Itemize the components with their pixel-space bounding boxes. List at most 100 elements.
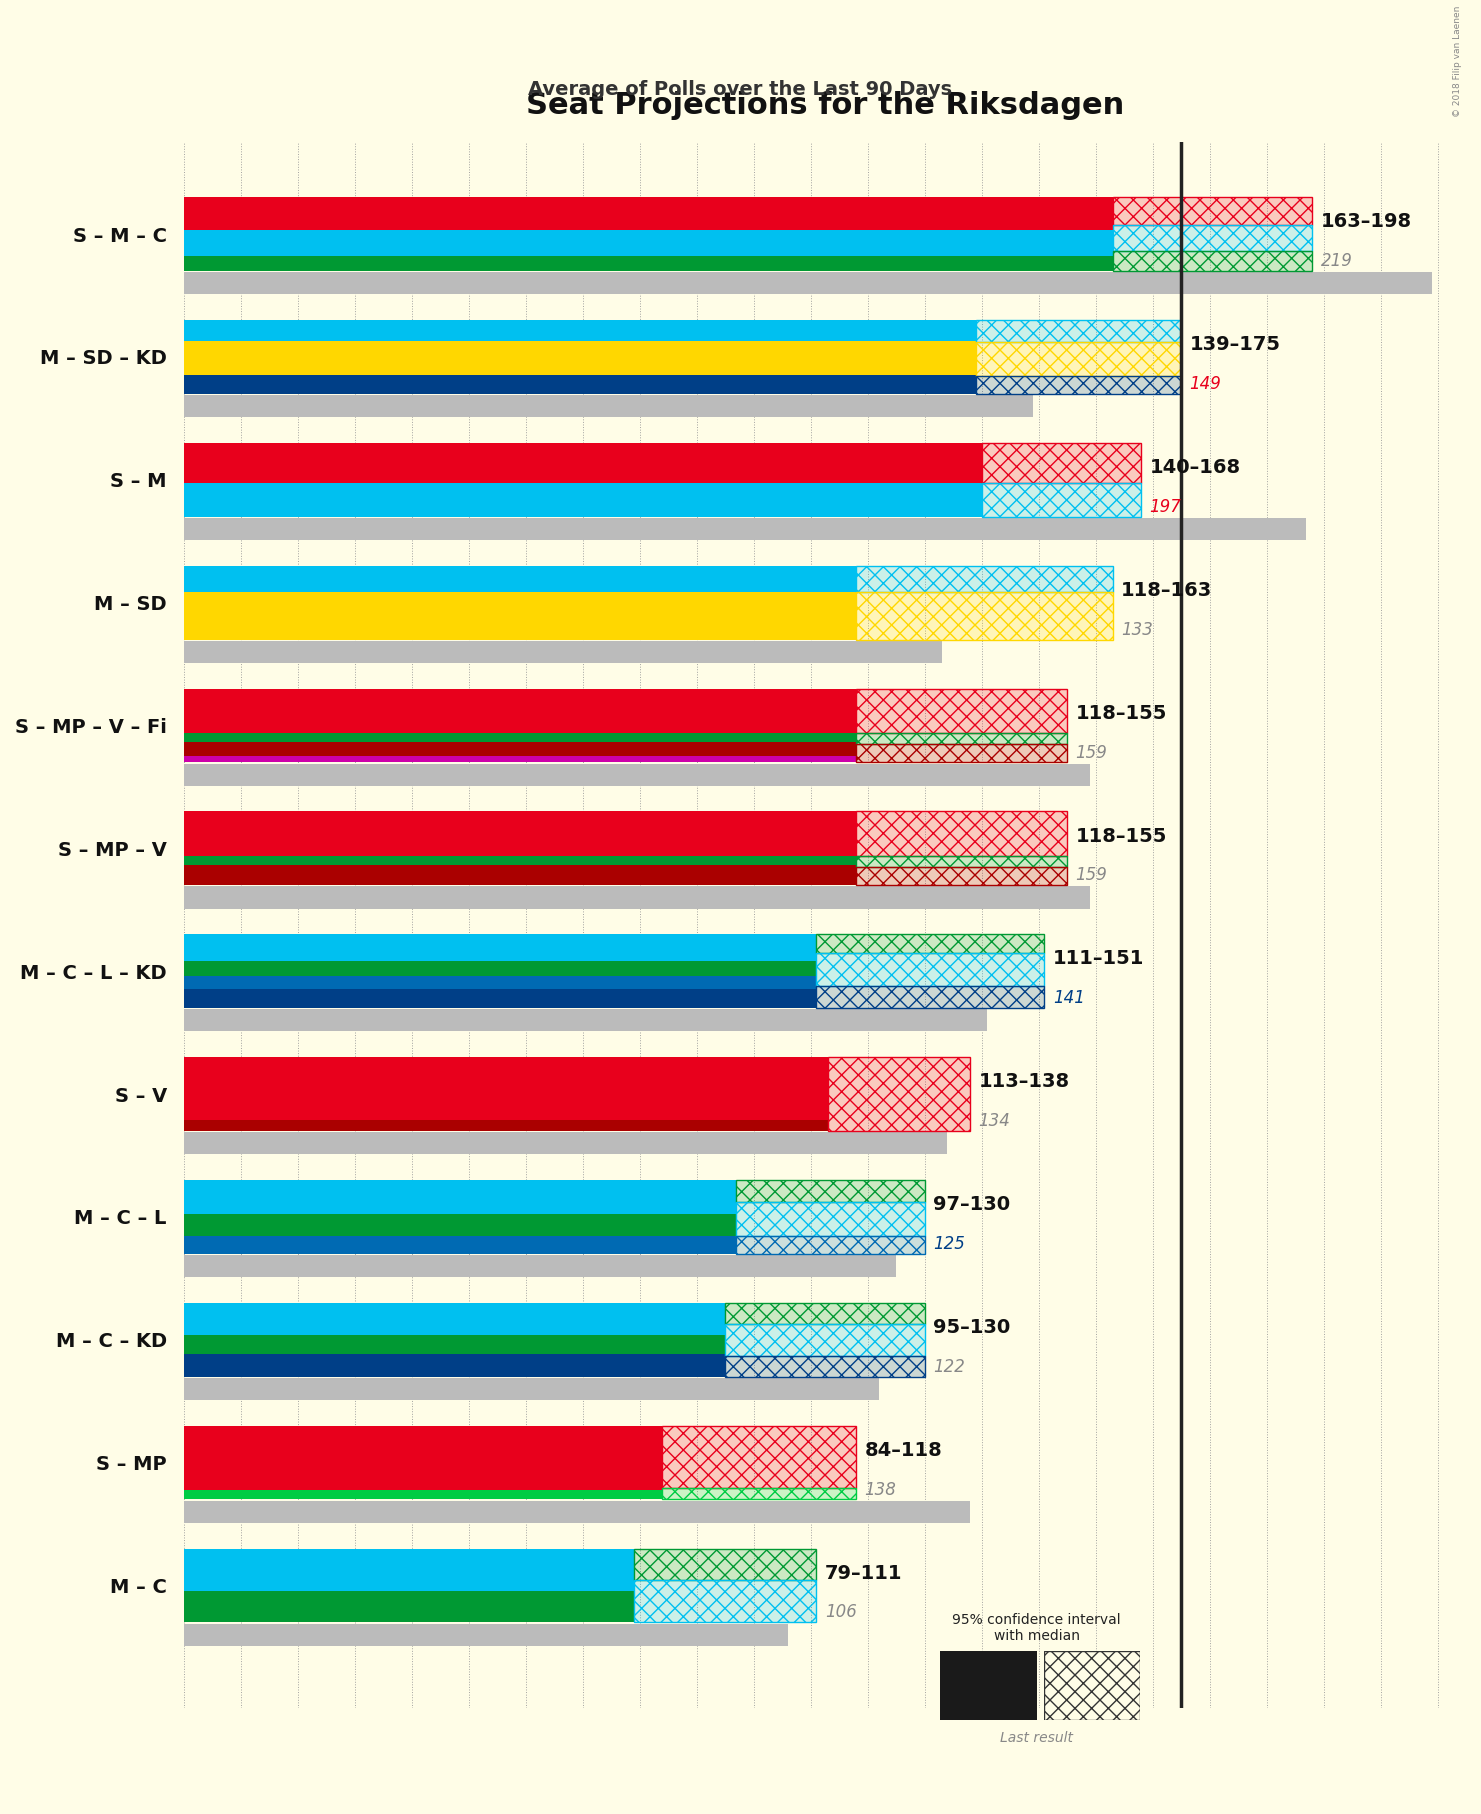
- Bar: [184, 1214, 736, 1235]
- Bar: [184, 742, 856, 756]
- Bar: [856, 733, 1066, 744]
- Bar: [736, 1235, 924, 1253]
- Bar: [634, 1580, 816, 1622]
- Text: 79–111: 79–111: [825, 1564, 902, 1582]
- Bar: [856, 811, 1066, 856]
- Bar: [634, 1549, 816, 1580]
- Text: 125: 125: [933, 1235, 966, 1253]
- Bar: [184, 256, 1112, 270]
- Bar: [184, 484, 982, 517]
- Bar: [634, 1549, 816, 1580]
- Bar: [726, 1357, 924, 1377]
- Bar: [1112, 225, 1312, 250]
- Bar: [856, 591, 1112, 640]
- Bar: [856, 689, 1066, 733]
- Bar: [816, 952, 1044, 987]
- Bar: [816, 934, 1044, 952]
- Text: 118–155: 118–155: [1075, 827, 1167, 845]
- Bar: [736, 1181, 924, 1203]
- Bar: [856, 744, 1066, 762]
- Text: 159: 159: [1075, 867, 1108, 885]
- Bar: [184, 689, 856, 733]
- Bar: [1112, 250, 1312, 270]
- Text: 95–130: 95–130: [933, 1319, 1010, 1337]
- Bar: [856, 733, 1066, 744]
- Bar: [184, 1591, 634, 1622]
- Text: Last result: Last result: [1000, 1731, 1074, 1745]
- Bar: [184, 341, 976, 375]
- Bar: [184, 1009, 988, 1032]
- Bar: [856, 566, 1112, 591]
- Bar: [184, 566, 856, 591]
- Bar: [856, 689, 1066, 733]
- Text: 118–155: 118–155: [1075, 704, 1167, 722]
- Bar: [816, 987, 1044, 1009]
- Text: 122: 122: [933, 1357, 966, 1375]
- Bar: [976, 343, 1180, 375]
- Bar: [662, 1489, 856, 1500]
- Text: 140–168: 140–168: [1149, 457, 1241, 477]
- Text: 219: 219: [1321, 252, 1352, 270]
- Bar: [184, 989, 816, 1009]
- Text: 106: 106: [825, 1604, 856, 1622]
- Bar: [184, 1549, 634, 1591]
- Bar: [856, 867, 1066, 885]
- Bar: [184, 1489, 662, 1500]
- Bar: [856, 856, 1066, 867]
- Bar: [982, 484, 1142, 517]
- Bar: [184, 1353, 726, 1377]
- Bar: [184, 272, 1432, 294]
- Bar: [184, 1058, 828, 1119]
- Bar: [976, 375, 1180, 394]
- Bar: [184, 733, 856, 742]
- Bar: [184, 198, 1112, 230]
- Bar: [184, 1119, 828, 1130]
- Bar: [726, 1324, 924, 1357]
- Bar: [828, 1058, 970, 1130]
- Bar: [726, 1357, 924, 1377]
- Bar: [184, 395, 1032, 417]
- Bar: [184, 1500, 970, 1522]
- Bar: [736, 1203, 924, 1235]
- Bar: [982, 443, 1142, 484]
- Bar: [184, 1335, 726, 1353]
- Bar: [184, 230, 1112, 256]
- Bar: [184, 1132, 948, 1154]
- Bar: [976, 375, 1180, 394]
- Bar: [184, 443, 982, 484]
- Bar: [726, 1324, 924, 1357]
- Bar: [184, 961, 816, 976]
- Text: 84–118: 84–118: [865, 1440, 942, 1460]
- Text: 163–198: 163–198: [1321, 212, 1411, 232]
- Bar: [184, 517, 1306, 541]
- Bar: [976, 343, 1180, 375]
- Bar: [184, 1255, 896, 1277]
- Bar: [856, 867, 1066, 885]
- Bar: [184, 1235, 736, 1253]
- Text: © 2018 Filip van Laenen: © 2018 Filip van Laenen: [1453, 5, 1462, 116]
- Bar: [184, 640, 942, 662]
- Text: 133: 133: [1121, 620, 1154, 639]
- Bar: [184, 764, 1090, 785]
- Title: Seat Projections for the Riksdagen: Seat Projections for the Riksdagen: [526, 91, 1124, 120]
- Bar: [634, 1580, 816, 1622]
- Bar: [726, 1302, 924, 1324]
- Text: 149: 149: [1189, 375, 1222, 394]
- Bar: [184, 1379, 878, 1400]
- Bar: [184, 856, 856, 865]
- Text: Average of Polls over the Last 90 Days: Average of Polls over the Last 90 Days: [529, 80, 952, 98]
- Text: 113–138: 113–138: [979, 1072, 1069, 1092]
- Bar: [184, 375, 976, 394]
- Text: 97–130: 97–130: [933, 1195, 1010, 1214]
- Bar: [856, 744, 1066, 762]
- Bar: [1112, 225, 1312, 250]
- Bar: [816, 952, 1044, 987]
- Bar: [1112, 250, 1312, 270]
- Text: 111–151: 111–151: [1053, 949, 1145, 969]
- Bar: [184, 934, 816, 961]
- Bar: [976, 319, 1180, 343]
- Text: 197: 197: [1149, 497, 1182, 515]
- Text: 138: 138: [865, 1480, 896, 1498]
- Bar: [982, 443, 1142, 484]
- Text: 134: 134: [979, 1112, 1010, 1130]
